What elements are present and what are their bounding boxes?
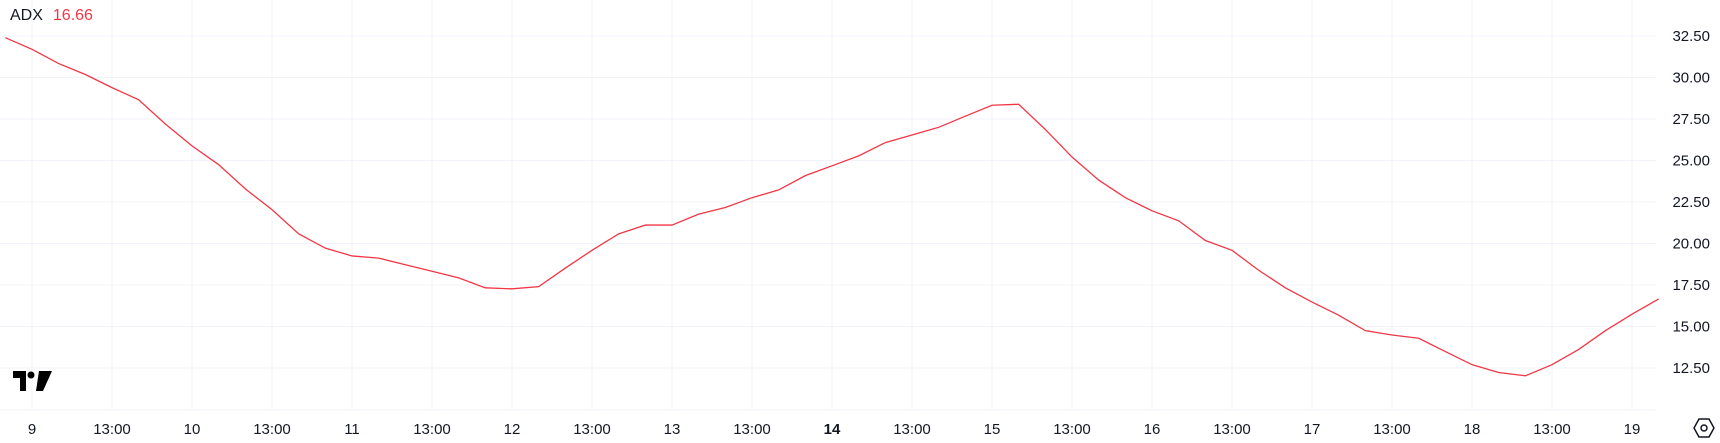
- x-tick-label: 13:00: [413, 421, 451, 438]
- x-tick-label: 16: [1144, 421, 1161, 438]
- y-tick-label: 20.00: [1672, 236, 1710, 253]
- x-tick-label: 15: [984, 421, 1001, 438]
- x-tick-label: 19: [1624, 421, 1641, 438]
- indicator-legend[interactable]: ADX 16.66: [10, 7, 93, 25]
- y-tick-label: 25.00: [1672, 153, 1710, 170]
- x-tick-label: 13:00: [1373, 421, 1411, 438]
- x-tick-label: 18: [1464, 421, 1481, 438]
- x-tick-label: 13:00: [1213, 421, 1251, 438]
- x-tick-label: 13:00: [1053, 421, 1091, 438]
- x-tick-label: 13: [664, 421, 681, 438]
- x-tick-label: 12: [504, 421, 521, 438]
- y-tick-label: 12.50: [1672, 360, 1710, 377]
- indicator-value: 16.66: [53, 7, 93, 25]
- y-tick-label: 30.00: [1672, 70, 1710, 87]
- y-tick-label: 27.50: [1672, 111, 1710, 128]
- x-tick-label: 13:00: [573, 421, 611, 438]
- x-tick-label: 11: [344, 421, 360, 438]
- x-tick-label: 9: [28, 421, 36, 438]
- x-tick-label: 13:00: [253, 421, 291, 438]
- x-tick-label: 17: [1304, 421, 1321, 438]
- y-tick-label: 22.50: [1672, 194, 1710, 211]
- y-tick-label: 15.00: [1672, 319, 1710, 336]
- x-tick-label: 13:00: [93, 421, 131, 438]
- x-tick-label: 13:00: [733, 421, 771, 438]
- y-tick-label: 32.50: [1672, 28, 1710, 45]
- indicator-name: ADX: [10, 7, 43, 25]
- x-tick-label: 13:00: [893, 421, 931, 438]
- tradingview-logo-icon[interactable]: [13, 371, 53, 396]
- settings-hexagon-icon[interactable]: [1693, 418, 1715, 443]
- x-tick-label: 14: [824, 421, 841, 438]
- x-tick-label: 13:00: [1533, 421, 1571, 438]
- x-tick-label: 10: [184, 421, 201, 438]
- y-tick-label: 17.50: [1672, 277, 1710, 294]
